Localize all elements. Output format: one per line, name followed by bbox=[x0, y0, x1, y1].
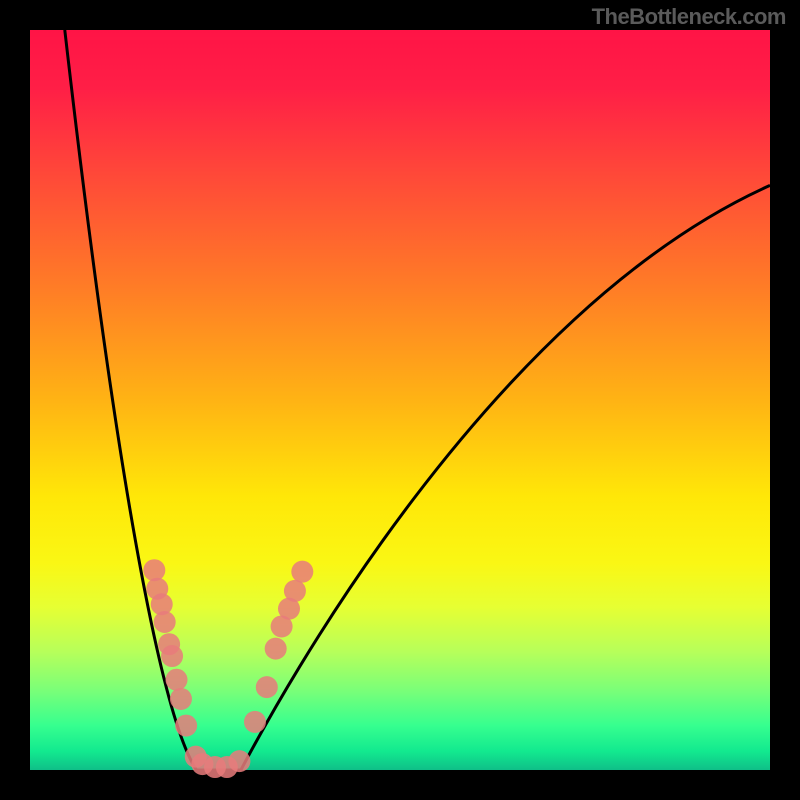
data-marker bbox=[284, 580, 306, 602]
data-marker bbox=[175, 715, 197, 737]
data-marker bbox=[143, 559, 165, 581]
data-marker bbox=[256, 676, 278, 698]
data-marker bbox=[161, 645, 183, 667]
data-marker bbox=[291, 561, 313, 583]
data-marker bbox=[228, 750, 250, 772]
bottleneck-chart bbox=[0, 0, 800, 800]
plot-background bbox=[30, 30, 770, 770]
chart-container: TheBottleneck.com bbox=[0, 0, 800, 800]
data-marker bbox=[154, 611, 176, 633]
data-marker bbox=[166, 669, 188, 691]
data-marker bbox=[265, 638, 287, 660]
data-marker bbox=[170, 688, 192, 710]
watermark-text: TheBottleneck.com bbox=[592, 4, 786, 30]
data-marker bbox=[244, 711, 266, 733]
